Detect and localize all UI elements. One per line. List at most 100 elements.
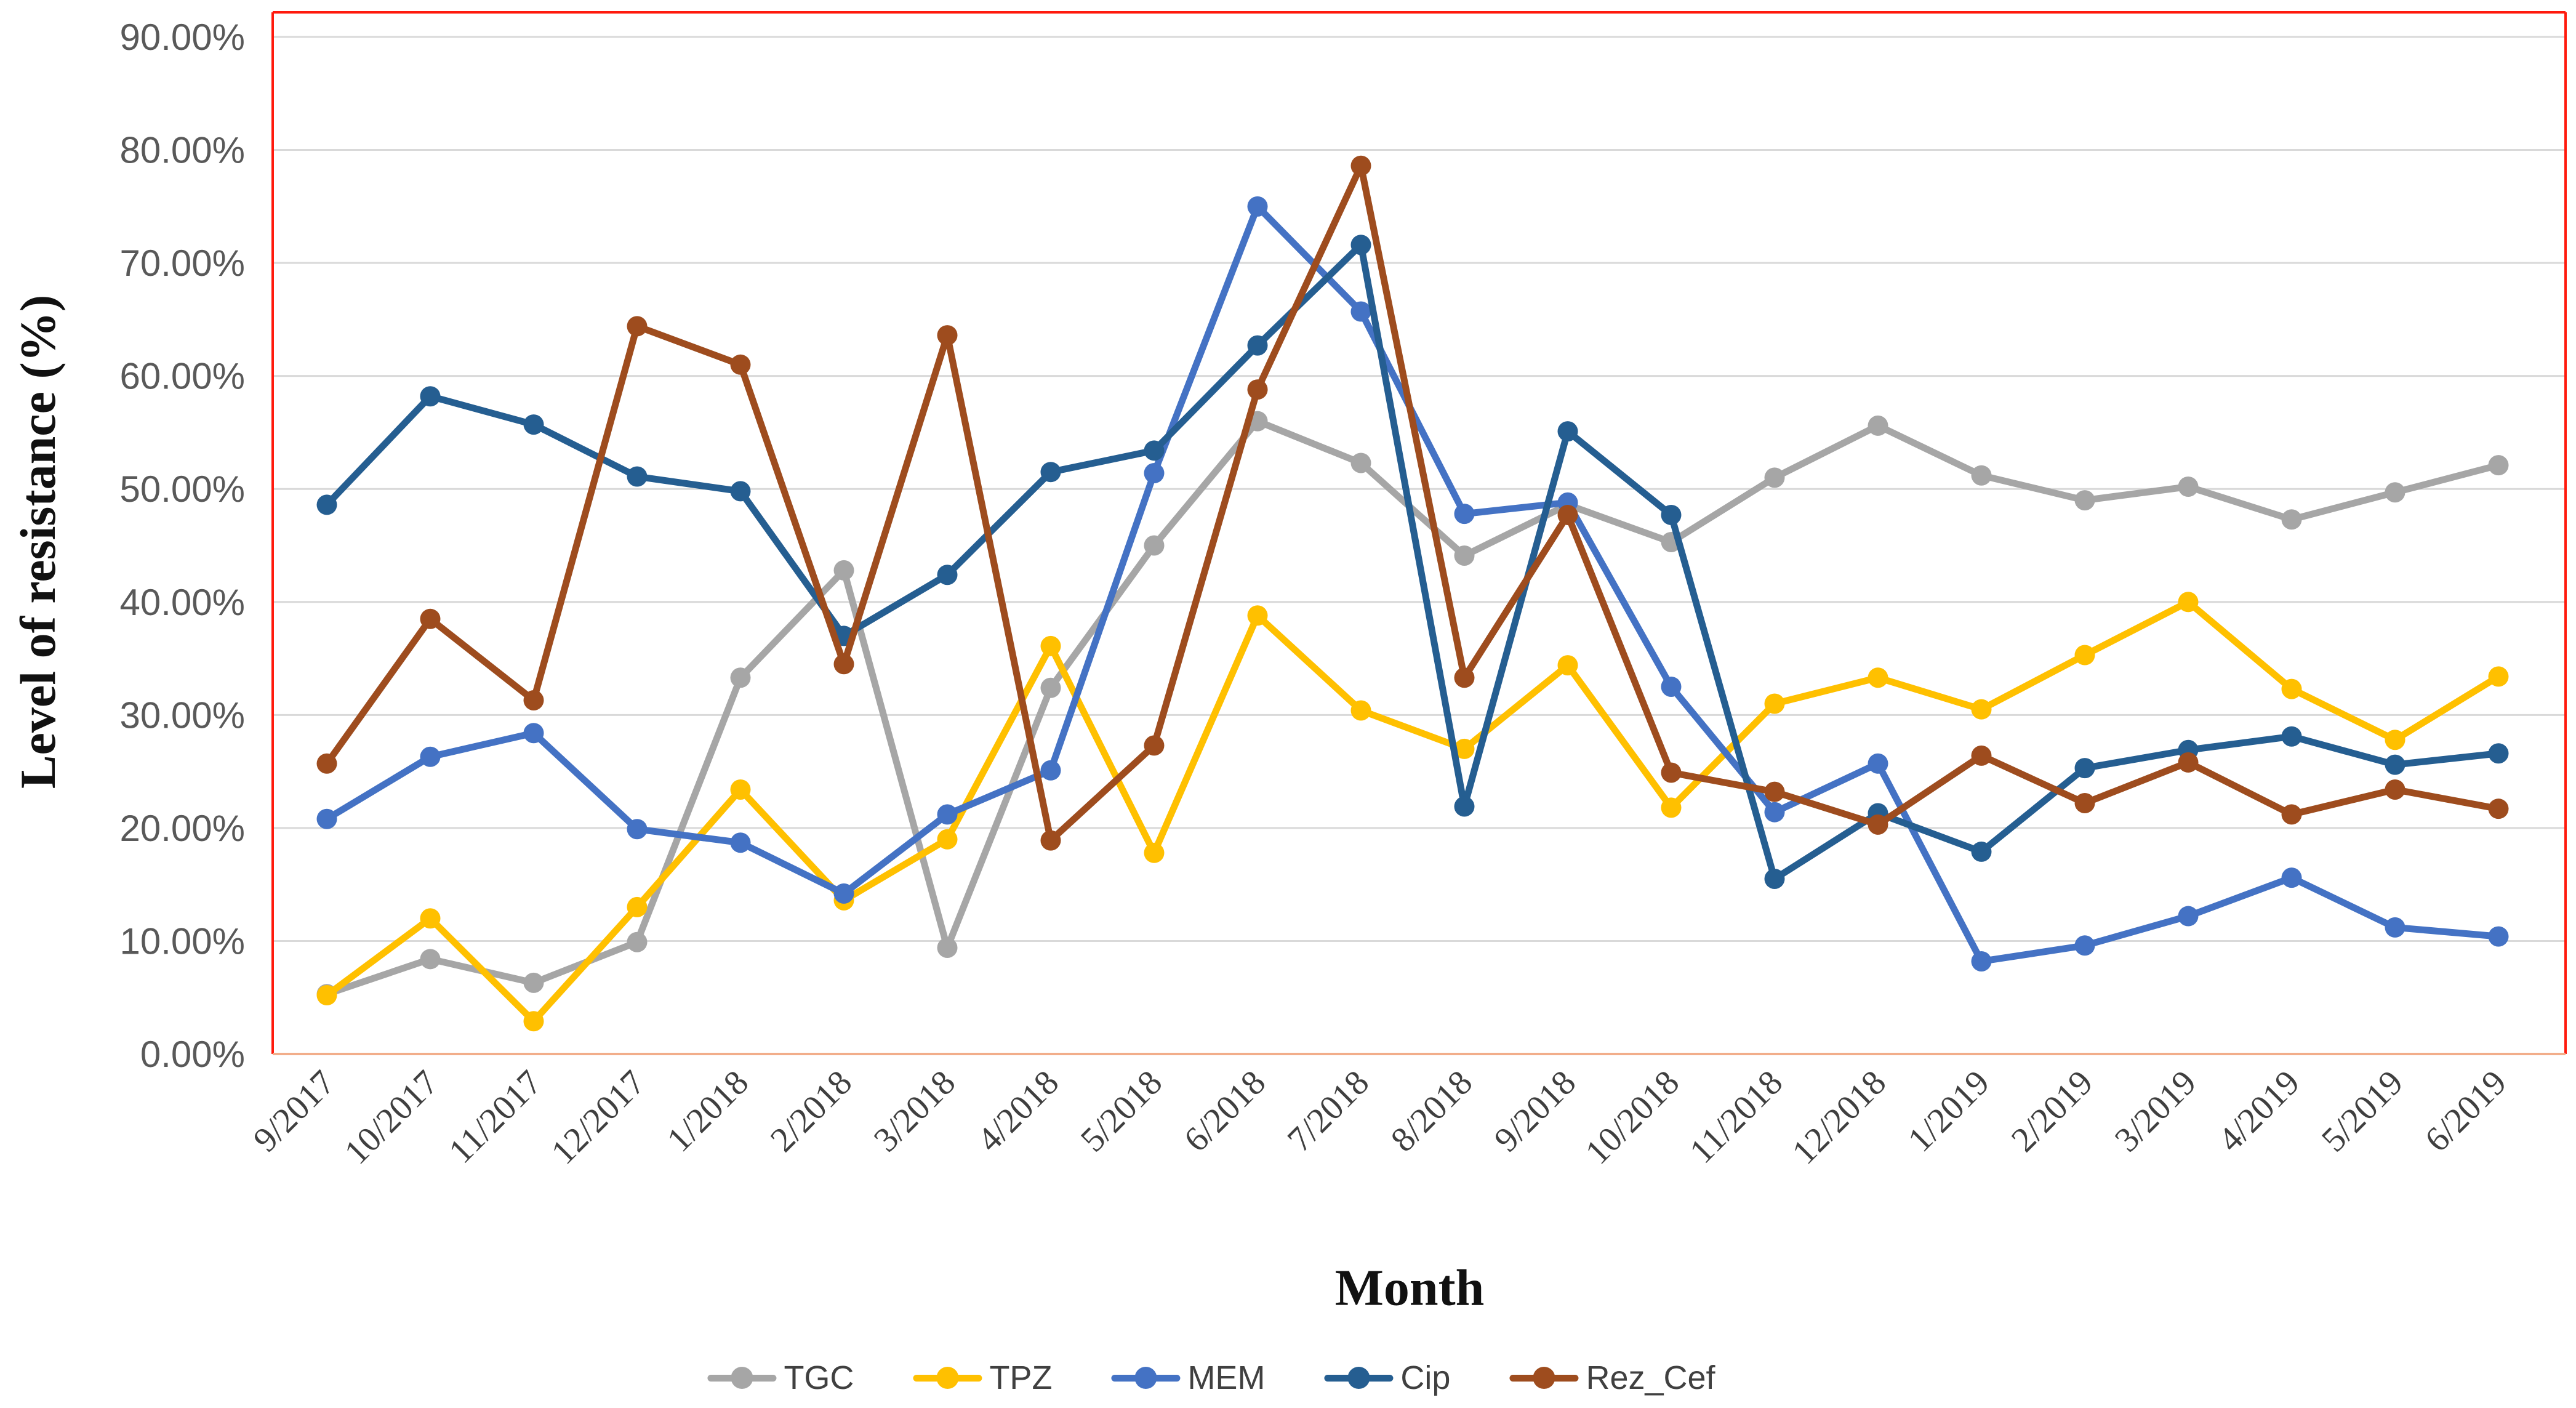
data-point-Rez_Cef-2/2018 <box>833 654 854 675</box>
data-point-Cip-11/2017 <box>523 414 544 435</box>
data-point-TPZ-6/2019 <box>2488 666 2509 687</box>
y-tick-label: 30.00% <box>120 694 246 736</box>
x-tick-label: 5/2019 <box>2314 1063 2411 1160</box>
series-line-Rez_Cef <box>323 162 2502 844</box>
x-tick-label: 8/2018 <box>1384 1063 1480 1160</box>
legend-label: TGC <box>784 1359 854 1396</box>
data-point-MEM-4/2018 <box>1040 760 1061 781</box>
x-tick-label: 3/2018 <box>867 1063 963 1160</box>
x-tick-label: 9/2018 <box>1487 1063 1584 1160</box>
x-tick-label: 10/2018 <box>1578 1063 1687 1172</box>
y-tick-label: 10.00% <box>120 920 246 962</box>
y-tick-label: 80.00% <box>120 130 246 171</box>
x-tick-label: 10/2017 <box>337 1063 446 1172</box>
data-point-Rez_Cef-3/2018 <box>937 325 958 346</box>
data-point-MEM-3/2018 <box>937 804 958 825</box>
legend-line-marker-icon <box>707 1367 777 1389</box>
data-point-TPZ-5/2019 <box>2385 730 2405 750</box>
x-tick-label: 6/2018 <box>1177 1063 1274 1160</box>
legend-line-marker-icon <box>1509 1367 1579 1389</box>
data-point-MEM-1/2019 <box>1971 951 1992 972</box>
data-point-Rez_Cef-10/2018 <box>1661 762 1682 783</box>
legend-dot-icon <box>1134 1367 1157 1389</box>
x-tick-label: 6/2019 <box>2418 1063 2514 1160</box>
legend-item-TGC: TGC <box>707 1361 854 1394</box>
data-point-MEM-6/2019 <box>2488 926 2509 947</box>
data-point-MEM-5/2018 <box>1144 463 1165 484</box>
data-point-TGC-6/2019 <box>2488 455 2509 476</box>
series-line-Cip <box>323 241 2502 882</box>
data-point-TGC-1/2018 <box>730 667 751 688</box>
x-tick-label: 12/2018 <box>1785 1063 1894 1172</box>
data-point-TPZ-3/2019 <box>2178 592 2199 613</box>
x-tick-label: 7/2018 <box>1280 1063 1377 1160</box>
data-point-MEM-2/2018 <box>833 883 854 904</box>
data-point-TPZ-11/2018 <box>1764 693 1785 714</box>
x-tick-label: 12/2017 <box>544 1063 653 1172</box>
data-point-MEM-3/2019 <box>2178 906 2199 927</box>
data-point-TPZ-6/2018 <box>1247 605 1268 626</box>
data-point-TGC-2/2018 <box>833 560 854 581</box>
data-point-Rez_Cef-3/2019 <box>2178 752 2199 773</box>
data-point-Cip-1/2019 <box>1971 841 1992 862</box>
data-point-MEM-10/2018 <box>1661 676 1682 697</box>
data-point-TPZ-11/2017 <box>523 1011 544 1032</box>
data-point-TGC-1/2019 <box>1971 465 1992 486</box>
data-point-TPZ-9/2018 <box>1557 655 1578 676</box>
data-point-TGC-5/2018 <box>1144 535 1165 556</box>
x-tick-label: 3/2019 <box>2108 1063 2204 1160</box>
data-point-TGC-12/2017 <box>627 931 648 952</box>
data-point-TPZ-12/2018 <box>1868 667 1888 688</box>
y-tick-label: 0.00% <box>140 1034 245 1075</box>
data-point-Cip-10/2017 <box>420 386 441 407</box>
data-point-TPZ-7/2018 <box>1350 700 1371 721</box>
data-point-MEM-1/2018 <box>730 832 751 853</box>
data-point-TGC-3/2019 <box>2178 477 2199 497</box>
y-tick-label: 20.00% <box>120 808 246 849</box>
data-point-Rez_Cef-2/2019 <box>2074 793 2095 814</box>
data-point-Cip-3/2018 <box>937 565 958 585</box>
y-tick-label: 70.00% <box>120 243 246 284</box>
y-tick-label: 60.00% <box>120 356 246 397</box>
data-point-TPZ-2/2019 <box>2074 645 2095 666</box>
legend-item-Cip: Cip <box>1324 1361 1450 1394</box>
data-point-TGC-5/2019 <box>2385 482 2405 503</box>
data-point-TGC-12/2018 <box>1868 415 1888 436</box>
data-point-TPZ-3/2018 <box>937 829 958 850</box>
legend-dot-icon <box>731 1367 753 1389</box>
legend-label: Cip <box>1400 1359 1451 1396</box>
data-point-TGC-11/2018 <box>1764 467 1785 488</box>
data-point-MEM-12/2017 <box>627 819 648 840</box>
legend-dot-icon <box>1533 1367 1555 1389</box>
data-point-TPZ-9/2017 <box>316 985 337 1006</box>
data-point-TGC-8/2018 <box>1454 545 1475 566</box>
legend-item-MEM: MEM <box>1111 1361 1265 1394</box>
series-line-MEM <box>323 203 2502 965</box>
legend-item-TPZ: TPZ <box>913 1361 1052 1394</box>
y-tick-label: 40.00% <box>120 582 246 623</box>
data-point-MEM-11/2017 <box>523 723 544 744</box>
x-tick-label: 5/2018 <box>1073 1063 1170 1160</box>
legend-item-Rez_Cef: Rez_Cef <box>1509 1361 1715 1394</box>
data-point-Cip-4/2019 <box>2281 726 2302 747</box>
data-point-TGC-3/2018 <box>937 937 958 958</box>
data-point-TPZ-10/2018 <box>1661 797 1682 818</box>
data-point-Rez_Cef-8/2018 <box>1454 667 1475 688</box>
data-point-Cip-6/2019 <box>2488 743 2509 764</box>
legend-dot-icon <box>1347 1367 1370 1389</box>
x-tick-label: 9/2017 <box>246 1063 343 1160</box>
x-tick-label: 1/2018 <box>660 1063 756 1160</box>
data-point-TGC-7/2018 <box>1350 453 1371 473</box>
series-line-TPZ <box>323 598 2502 1025</box>
data-point-Rez_Cef-5/2019 <box>2385 779 2405 800</box>
y-tick-label: 90.00% <box>120 17 246 58</box>
data-point-TGC-11/2017 <box>523 972 544 993</box>
data-point-MEM-11/2018 <box>1764 802 1785 823</box>
legend-line-marker-icon <box>1111 1367 1181 1389</box>
y-tick-label: 50.00% <box>120 469 246 510</box>
data-point-TPZ-1/2019 <box>1971 699 1992 720</box>
data-point-Rez_Cef-5/2018 <box>1144 735 1165 756</box>
data-point-TPZ-1/2018 <box>730 779 751 800</box>
x-tick-label: 2/2019 <box>2004 1063 2101 1160</box>
